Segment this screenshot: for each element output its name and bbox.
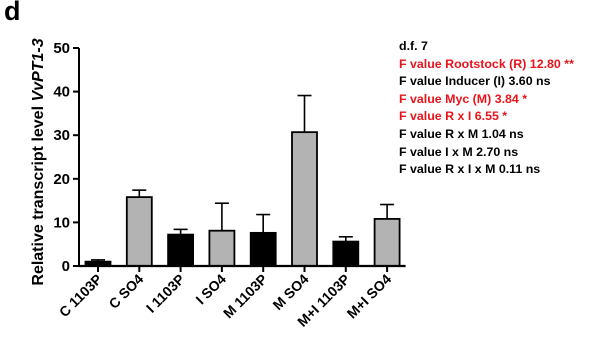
y-tick-label-20: 20 [53,171,70,188]
bars-layer [84,94,401,267]
y-tick-label-50: 50 [53,40,70,57]
y-axis-title-main: Relative transcript level [30,102,47,286]
y-tick-label-30: 30 [53,127,70,144]
x-tick-label-4: I SO4 [192,271,229,308]
x-tick-label-2: C SO4 [105,271,146,312]
bar-2 [125,196,153,267]
bar-3 [167,233,195,267]
y-tick-label-10: 10 [53,214,70,231]
x-tick-label-1: C 1103P [56,271,105,320]
y-tick-label-40: 40 [53,84,70,101]
bar-4 [208,229,236,267]
y-axis-title: Relative transcript level VvPT1-3 [30,38,47,285]
stats-line-4: F value Myc (M) 3.84 * [399,91,528,106]
stats-line-5: F value R x I 6.55 * [399,109,508,124]
bar-7 [332,240,360,267]
stats-line-8: F value R x I x M 0.11 ns [399,162,541,177]
stats-line-3: F value Inducer (I) 3.60 ns [399,74,551,89]
stats-line-1: d.f. 7 [399,39,428,53]
statistics-legend: d.f. 7 F value Rootstock (R) 12.80 ** F va… [399,38,574,179]
bar-5 [249,231,277,267]
bar-8 [373,218,401,267]
bar-6 [291,131,318,267]
y-axis-title-gene: VvPT1-3 [30,38,47,101]
panel-letter: d [4,0,21,26]
x-tick-label-3: I 1103P [143,271,188,316]
y-tick-label-0: 0 [62,258,70,275]
x-tick-label-5: M 1103P [220,271,270,321]
stats-line-6: F value R x M 1.04 ns [399,126,524,141]
stats-line-2: F value Rootstock (R) 12.80 ** [399,56,574,71]
x-tick-label-8: M+I SO4 [344,271,395,322]
stats-line-7: F value I x M 2.70 ns [399,144,519,159]
